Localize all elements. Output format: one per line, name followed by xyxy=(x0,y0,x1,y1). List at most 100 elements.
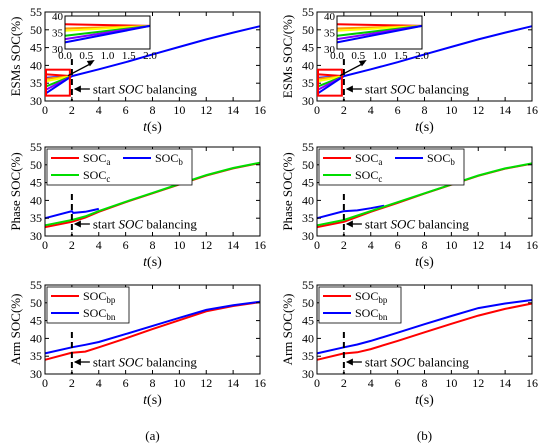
x-tick-label: 16 xyxy=(526,376,538,390)
legend-box xyxy=(318,148,465,186)
annotation-italic: SOC xyxy=(391,217,416,232)
x-axis-label-unit: (s) xyxy=(419,120,434,135)
x-tick-label: 4 xyxy=(96,376,102,390)
legend-label-main: SOC xyxy=(355,289,378,303)
annotation-pre: start xyxy=(93,355,119,370)
legend-label-2: SOCc xyxy=(83,168,110,184)
y-tick-label: 55 xyxy=(302,278,314,292)
x-tick-label: 8 xyxy=(150,103,156,117)
y-tick-label: 45 xyxy=(302,41,314,55)
chart-a-2: 0 2 4 6 8 10 12 14 16 30 35 40 45 50 55 Arm SOC(%) t(s) s… xyxy=(8,278,266,408)
y-tick-label: 30 xyxy=(302,367,314,381)
series-line-1 xyxy=(316,299,533,355)
zoom-box xyxy=(45,68,71,97)
x-tick-label: 14 xyxy=(227,103,239,117)
y-tick-label: 35 xyxy=(30,349,42,363)
y-axis-label-part-2: (%) xyxy=(280,15,295,35)
legend-label-sub: b xyxy=(450,157,455,167)
legend-box xyxy=(46,148,193,186)
inset: 0.0 0.5 1.0 1.5 2.0 30 35 40 xyxy=(45,11,157,97)
x-tick-label: 16 xyxy=(254,376,266,390)
x-axis-label: t(s) xyxy=(415,120,434,135)
y-tick-label: 50 xyxy=(302,158,314,172)
inset-x-tick-label: 1.5 xyxy=(394,50,408,62)
annotation-pre: start xyxy=(365,217,391,232)
x-axis-label-unit: (s) xyxy=(419,255,434,270)
legend-label-0: SOCa xyxy=(355,151,382,167)
legend-label-0: SOCbp xyxy=(83,289,116,305)
y-axis-label-part-0: Arm SOC(%) xyxy=(280,294,295,366)
y-tick-label: 55 xyxy=(302,5,314,19)
x-tick-label: 4 xyxy=(368,376,374,390)
series-group xyxy=(44,25,261,95)
series-line-1 xyxy=(44,300,261,355)
inset-x-tick-label: 1.0 xyxy=(373,50,387,62)
legend-label-sub: c xyxy=(106,174,110,184)
inset-y-tick-label: 30 xyxy=(324,44,336,56)
legend-label-main: SOC xyxy=(83,306,106,320)
legend-label-main: SOC xyxy=(355,151,378,165)
inset-x-tick-label: 2.0 xyxy=(143,50,157,62)
annotation-pre: start xyxy=(93,82,119,97)
x-tick-label: 8 xyxy=(150,376,156,390)
y-tick-label: 45 xyxy=(302,176,314,190)
x-tick-label: 8 xyxy=(150,238,156,252)
y-tick-label: 55 xyxy=(30,5,42,19)
inset-x-tick-label: 0.5 xyxy=(351,50,365,62)
x-tick-label: 12 xyxy=(472,376,484,390)
y-tick-label: 40 xyxy=(30,193,42,207)
x-tick-label: 6 xyxy=(123,238,129,252)
chart-b-1: 0 2 4 6 8 10 12 14 16 30 35 40 45 50 55 Phase SOC(%) t(s… xyxy=(280,140,538,270)
x-tick-label: 0 xyxy=(314,376,320,390)
balance-annotation: start SOC balancing xyxy=(365,355,469,370)
y-tick-label: 35 xyxy=(30,76,42,90)
annotation-pre: start xyxy=(93,217,119,232)
x-tick-label: 16 xyxy=(254,103,266,117)
annotation-post: balancing xyxy=(143,217,197,232)
annotation-post: balancing xyxy=(143,82,197,97)
annotation-italic: SOC xyxy=(391,355,416,370)
chart-b-0: 0 2 4 6 8 10 12 14 16 30 35 40 45 50 55 ESMs SOC/(%) t(s… xyxy=(280,5,538,135)
x-tick-label: 0 xyxy=(42,376,48,390)
legend-label-1: SOCbn xyxy=(355,306,388,322)
y-tick-label: 40 xyxy=(302,331,314,345)
y-axis-label: ESMs SOC(%) xyxy=(8,17,23,97)
balance-arrow-head xyxy=(345,358,353,366)
zoom-box xyxy=(317,68,343,97)
series-line-2 xyxy=(316,162,533,227)
inset-y-tick-label: 40 xyxy=(324,11,336,23)
y-axis-label-part-0: ESMs SOC xyxy=(280,38,295,98)
x-tick-label: 8 xyxy=(422,103,428,117)
x-axis-label-var: t xyxy=(143,393,148,408)
legend-label-main: SOC xyxy=(83,168,106,182)
y-tick-label: 50 xyxy=(30,23,42,37)
subfigure-caption-1: (b) xyxy=(417,428,432,443)
x-axis-label: t(s) xyxy=(143,255,162,270)
y-tick-label: 30 xyxy=(30,94,42,108)
y-tick-label: 45 xyxy=(302,314,314,328)
x-axis-label: t(s) xyxy=(143,120,162,135)
x-tick-label: 8 xyxy=(422,238,428,252)
legend-label-sub: bn xyxy=(378,312,388,322)
x-tick-label: 14 xyxy=(499,376,511,390)
legend-label-sub: bp xyxy=(106,295,116,305)
legend-label-sub: c xyxy=(378,174,382,184)
y-tick-label: 35 xyxy=(30,211,42,225)
annotation-pre: start xyxy=(365,355,391,370)
subfigure-caption-0: (a) xyxy=(145,428,159,443)
inset-frame xyxy=(336,15,423,50)
y-tick-label: 40 xyxy=(30,331,42,345)
legend-label-1: SOCb xyxy=(155,151,183,167)
series-line-6 xyxy=(44,75,73,95)
y-tick-label: 45 xyxy=(30,176,42,190)
x-tick-label: 16 xyxy=(526,238,538,252)
legend-label-main: SOC xyxy=(83,151,106,165)
x-tick-label: 12 xyxy=(472,238,484,252)
annotation-italic: SOC xyxy=(119,217,144,232)
x-axis-label-unit: (s) xyxy=(147,255,162,270)
annotation-post: balancing xyxy=(415,82,469,97)
x-tick-label: 2 xyxy=(341,103,347,117)
y-axis-label: Arm SOC(%) xyxy=(8,294,23,366)
y-tick-label: 40 xyxy=(302,58,314,72)
